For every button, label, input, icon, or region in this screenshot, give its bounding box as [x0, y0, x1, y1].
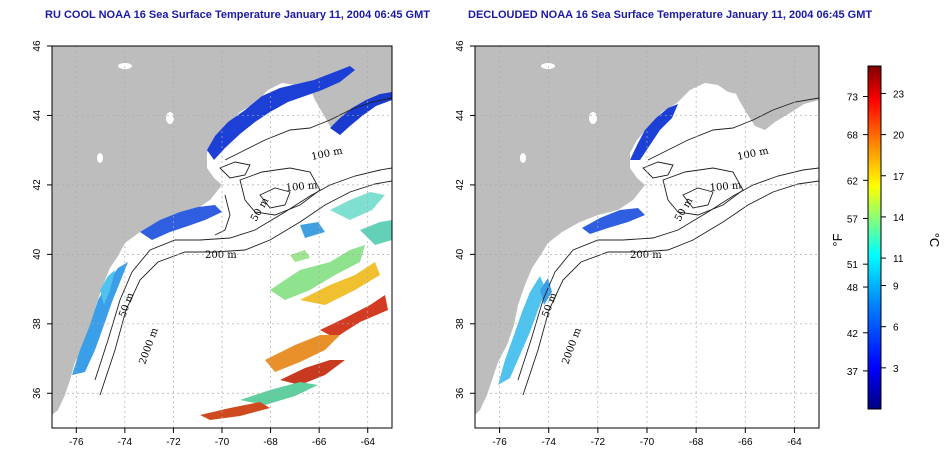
sst-nova-scotia-shelf [330, 92, 392, 135]
contour-label: 100 m [709, 180, 742, 194]
lat-tick-label: 38 [455, 318, 466, 330]
contour-label: 200 m [630, 250, 662, 261]
celsius-tick-label: 9 [893, 282, 899, 293]
lat-tick-label: 44 [455, 109, 466, 121]
fahrenheit-tick-label: 48 [847, 283, 859, 294]
sst-coastal-gulf-of-maine [630, 104, 678, 160]
sst-shelf-south [100, 270, 115, 305]
celsius-tick-label: 14 [893, 213, 905, 224]
left-map-title: RU COOL NOAA 16 Sea Surface Temperature … [45, 9, 430, 21]
celsius-tick-label: 3 [893, 364, 899, 375]
lon-tick-label: -66 [738, 437, 753, 448]
fahrenheit-unit-label: °F [830, 233, 845, 246]
celsius-tick-label: 11 [893, 254, 904, 265]
land-mass [52, 46, 392, 415]
lat-tick-label: 46 [455, 40, 466, 52]
sst-mid-atlantic-shelf [498, 276, 546, 385]
grid-lines [475, 46, 819, 428]
fahrenheit-tick-label: 57 [847, 214, 859, 225]
lon-tick-label: -72 [591, 437, 606, 448]
lon-tick-label: -74 [118, 437, 133, 448]
nova-scotia [733, 66, 819, 130]
celsius-tick-label: 23 [893, 89, 905, 100]
sst-gulf-stream-scatter [200, 192, 392, 420]
lat-tick-label: 36 [455, 387, 466, 399]
lon-tick-label: -72 [166, 437, 181, 448]
celsius-tick-label: 17 [893, 172, 905, 183]
fahrenheit-tick-label: 73 [847, 92, 859, 103]
lat-tick-label: 40 [32, 248, 43, 260]
lon-tick-label: -68 [689, 437, 704, 448]
contour-label: 200 m [205, 250, 237, 261]
fahrenheit-tick-label: 51 [847, 260, 859, 271]
lat-tick-label: 40 [455, 248, 466, 260]
colorbar-gradient [867, 65, 882, 410]
colorbar: 73 68 62 57 51 48 42 37 23 20 17 14 11 9 6 3 °F °C [830, 65, 942, 410]
lon-tick-label: -70 [215, 437, 230, 448]
right-map-title: DECLOUDED NOAA 16 Sea Surface Temperatur… [468, 9, 873, 21]
lon-tick-label: -68 [263, 437, 278, 448]
sst-southern-new-england [140, 205, 222, 240]
land-mass [475, 46, 819, 415]
lon-tick-label: -70 [640, 437, 655, 448]
fahrenheit-tick-label: 37 [847, 367, 859, 378]
right-map: 100 m 100 m 50 m 200 m 50 m 2000 m -76 -7… [455, 40, 820, 448]
lon-tick-label: -64 [787, 437, 802, 448]
celsius-tick-label: 20 [893, 131, 905, 142]
celsius-unit-label: °C [927, 233, 942, 248]
lon-tick-label: -66 [312, 437, 327, 448]
celsius-scale: 23 20 17 14 11 9 6 3 [881, 89, 905, 375]
right-axes: -76 -74 -72 -70 -68 -66 -64 36 38 40 42 44 46 [455, 40, 802, 448]
lat-tick-label: 46 [32, 40, 43, 52]
lon-tick-label: -76 [69, 437, 84, 448]
lon-tick-label: -64 [360, 437, 375, 448]
lat-tick-label: 38 [32, 318, 43, 330]
depth-contours [517, 97, 819, 396]
fahrenheit-tick-label: 42 [847, 329, 859, 340]
left-map: 100 m 100 m 50 m 200 m 50 m 2000 m -76 -7… [32, 40, 393, 448]
fahrenheit-tick-label: 62 [847, 176, 859, 187]
lat-tick-label: 42 [455, 179, 466, 191]
sst-mid-atlantic-shelf [72, 262, 128, 375]
lat-tick-label: 44 [32, 109, 43, 121]
contour-label: 100 m [285, 180, 318, 194]
celsius-tick-label: 6 [893, 323, 899, 334]
lat-tick-label: 42 [32, 179, 43, 191]
fahrenheit-tick-label: 68 [847, 131, 859, 142]
left-axes: -76 -74 -72 -70 -68 -66 -64 36 38 40 42 44 46 [32, 40, 375, 448]
sst-coastal-gulf-of-maine [207, 66, 355, 160]
lon-tick-label: -76 [492, 437, 507, 448]
depth-contours [94, 97, 392, 396]
fahrenheit-scale: 73 68 62 57 51 48 42 37 [847, 92, 868, 378]
lat-tick-label: 36 [32, 387, 43, 399]
lon-tick-label: -74 [541, 437, 556, 448]
grid-lines [52, 46, 392, 428]
